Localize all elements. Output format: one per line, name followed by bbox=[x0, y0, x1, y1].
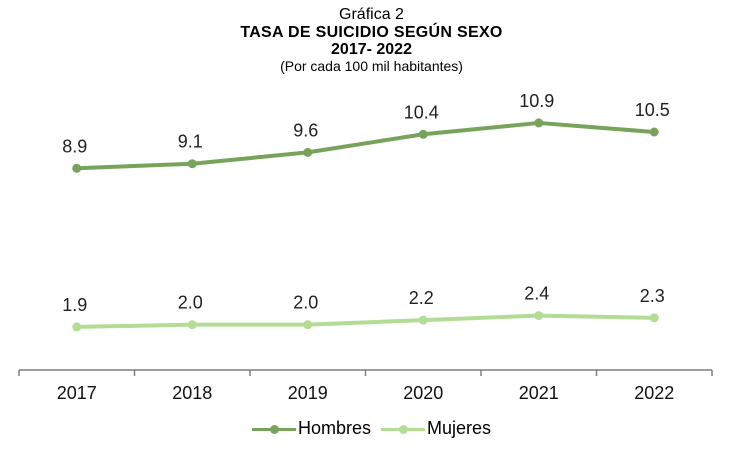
legend-label-hombres: Hombres bbox=[297, 418, 371, 438]
legend-label-mujeres: Mujeres bbox=[427, 418, 492, 438]
data-label-mujeres: 2.0 bbox=[178, 293, 203, 313]
data-label-mujeres: 2.3 bbox=[640, 286, 665, 306]
series-line-mujeres bbox=[74, 313, 657, 329]
chart-titles: Gráfica 2 TASA DE SUICIDIO SEGÚN SEXO 20… bbox=[0, 6, 743, 74]
chart-period: 2017- 2022 bbox=[331, 41, 412, 59]
data-point-mujeres bbox=[187, 320, 197, 330]
chart-subtitle: TASA DE SUICIDIO SEGÚN SEXO bbox=[240, 23, 503, 41]
x-tick-label: 2022 bbox=[634, 383, 674, 403]
x-tick-label: 2017 bbox=[57, 383, 97, 403]
x-tick-label: 2020 bbox=[403, 383, 443, 403]
data-label-hombres: 10.4 bbox=[404, 102, 439, 122]
x-tick-label: 2021 bbox=[519, 383, 559, 403]
data-label-mujeres: 1.9 bbox=[62, 295, 87, 315]
data-label-mujeres: 2.0 bbox=[293, 293, 318, 313]
legend-swatch-hombres bbox=[251, 423, 296, 435]
data-point-hombres bbox=[72, 163, 82, 173]
data-point-hombres bbox=[534, 118, 544, 128]
series-line-hombres bbox=[74, 120, 657, 171]
chart-note: (Por cada 100 mil habitantes) bbox=[280, 57, 463, 74]
data-point-hombres bbox=[418, 129, 428, 139]
data-point-mujeres bbox=[72, 322, 82, 332]
data-label-hombres: 10.9 bbox=[519, 91, 554, 111]
data-label-hombres: 9.1 bbox=[178, 132, 203, 152]
data-label-mujeres: 2.4 bbox=[524, 284, 549, 304]
data-label-mujeres: 2.2 bbox=[409, 288, 434, 308]
data-point-hombres bbox=[187, 159, 197, 169]
data-label-hombres: 8.9 bbox=[62, 136, 87, 156]
legend-swatch-mujeres bbox=[381, 423, 425, 435]
data-label-hombres: 10.5 bbox=[635, 100, 670, 120]
data-point-hombres bbox=[303, 147, 313, 157]
chart-title: Gráfica 2 bbox=[339, 6, 404, 23]
x-tick-label: 2018 bbox=[172, 383, 212, 403]
data-point-mujeres bbox=[534, 311, 544, 321]
data-point-mujeres bbox=[303, 320, 313, 330]
data-point-mujeres bbox=[649, 313, 659, 323]
data-point-hombres bbox=[649, 127, 659, 137]
legend-item-mujeres: Mujeres bbox=[381, 418, 491, 439]
data-point-mujeres bbox=[418, 315, 428, 325]
legend-item-hombres: Hombres bbox=[251, 418, 371, 439]
chart-legend: Hombres Mujeres bbox=[0, 418, 743, 439]
x-tick-label: 2019 bbox=[288, 383, 328, 403]
data-label-hombres: 9.6 bbox=[293, 120, 318, 140]
